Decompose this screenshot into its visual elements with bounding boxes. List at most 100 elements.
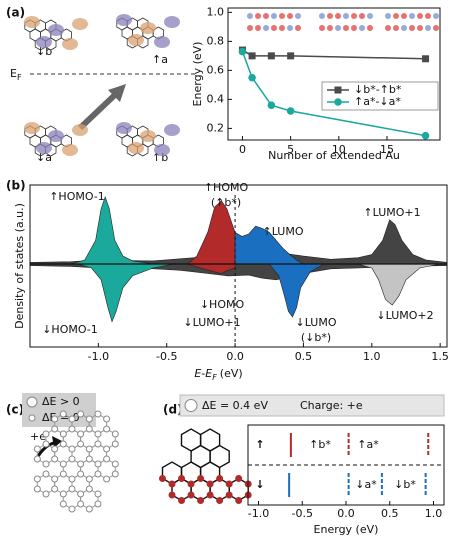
inset-atom	[385, 13, 391, 19]
charged-atom	[197, 475, 205, 482]
peak-label: ↑HOMO	[204, 181, 249, 194]
inset-atom	[401, 25, 407, 31]
flake-atom	[85, 505, 93, 513]
flake-atom	[111, 430, 119, 438]
dos-area	[70, 195, 154, 265]
y-tick-label: 0.2	[207, 121, 225, 134]
flake-atom	[42, 470, 50, 478]
orbital-lobe	[72, 18, 88, 30]
y-axis-label: Energy (eV)	[191, 42, 204, 107]
orbital-lobe	[24, 16, 40, 28]
flake-atom	[103, 425, 111, 433]
hexagon	[60, 28, 72, 42]
dos-area	[234, 225, 305, 265]
peak-label: ↑LUMO+1	[363, 206, 420, 219]
peak-label: ↑HOMO-1	[49, 190, 105, 203]
flake-atom	[77, 430, 85, 438]
flake-atom	[68, 455, 76, 463]
x-tick-label: -1.0	[88, 350, 109, 363]
charged-atom	[178, 475, 186, 482]
x-label-sub: F	[212, 373, 217, 382]
charged-atom	[197, 497, 205, 504]
fermi-label: EF	[10, 67, 22, 82]
flake-atom	[94, 500, 102, 508]
dos-area	[357, 263, 441, 306]
x-axis-label: E-EF (eV)	[194, 367, 242, 382]
flake-atom	[103, 415, 111, 423]
inset-atom	[425, 25, 431, 31]
inset-atom	[263, 25, 269, 31]
inset-atom	[433, 13, 439, 19]
charged-atom	[216, 475, 224, 482]
orbital-lobe	[36, 36, 52, 48]
marker	[422, 55, 430, 63]
orbital-lobe	[62, 144, 78, 156]
legend-marker	[334, 86, 342, 94]
x-tick-label: 1.0	[363, 350, 381, 363]
inset-atom	[343, 13, 349, 19]
flake-atom	[85, 415, 93, 423]
dos-area	[186, 200, 236, 265]
charged-atom	[168, 480, 176, 488]
peak-label: ↓LUMO+2	[376, 309, 433, 322]
charged-atom	[225, 491, 233, 499]
arrow-head	[108, 84, 126, 102]
flake-atom	[68, 415, 76, 423]
fermi-sub: F	[17, 73, 22, 82]
flake-atom	[111, 440, 119, 448]
inset-atom	[247, 13, 253, 19]
orbital-lobe	[140, 22, 156, 34]
inset-atom	[287, 13, 293, 19]
inset-atom	[359, 25, 365, 31]
flake-atom	[94, 410, 102, 418]
marker	[267, 101, 276, 109]
marker	[421, 131, 430, 140]
charge-label: +e	[30, 430, 46, 443]
inset-atom	[287, 25, 293, 31]
x-tick-label: -0.5	[292, 507, 313, 520]
flake-atom	[68, 485, 76, 493]
flake-atom	[103, 455, 111, 463]
x-tick-label: 1.0	[425, 507, 443, 520]
inset-atom	[351, 25, 357, 31]
flake-atom	[68, 425, 76, 433]
level-label: ↑a*	[357, 438, 379, 451]
inset-atom	[279, 13, 285, 19]
orbital-lobe	[164, 16, 180, 28]
legend-label: ↑a*-↓a*	[354, 95, 401, 108]
level-label: ↑b*	[309, 438, 331, 451]
x-label-main: E-E	[194, 367, 212, 380]
flake-atom	[33, 485, 41, 493]
level-label: ↓a*	[355, 478, 377, 491]
orbital-lobe	[140, 130, 156, 142]
orbital-label: ↑a	[152, 53, 168, 66]
legend-label: ↓b*-↑b*	[354, 83, 402, 96]
marker	[267, 52, 275, 60]
inset-atom	[327, 25, 333, 31]
y-tick-label: 0.8	[207, 34, 225, 47]
legend-dot-big	[26, 396, 38, 408]
x-tick-label: -1.0	[248, 507, 269, 520]
inset-atom	[401, 13, 407, 19]
marker	[287, 52, 295, 60]
flake-atom	[68, 475, 76, 483]
transfer-arrow	[77, 89, 121, 131]
orbital-lobe	[128, 142, 144, 154]
orbital-lobe	[116, 122, 132, 134]
y-tick-label: 1.0	[207, 5, 225, 18]
flake-atom	[59, 440, 67, 448]
hexagon	[60, 134, 72, 148]
inset-atom	[359, 13, 365, 19]
flake-atom	[68, 445, 76, 453]
hexagon	[152, 26, 165, 40]
flake-atom	[42, 460, 50, 468]
flake-atom	[77, 490, 85, 498]
charged-atom	[187, 480, 195, 488]
flake-atom	[42, 430, 50, 438]
flake-atom	[51, 445, 59, 453]
orbital-lobe	[24, 122, 40, 134]
dos-area	[268, 263, 325, 318]
peak-label: ↓LUMO	[296, 316, 337, 329]
orbital-lobe	[128, 34, 144, 46]
